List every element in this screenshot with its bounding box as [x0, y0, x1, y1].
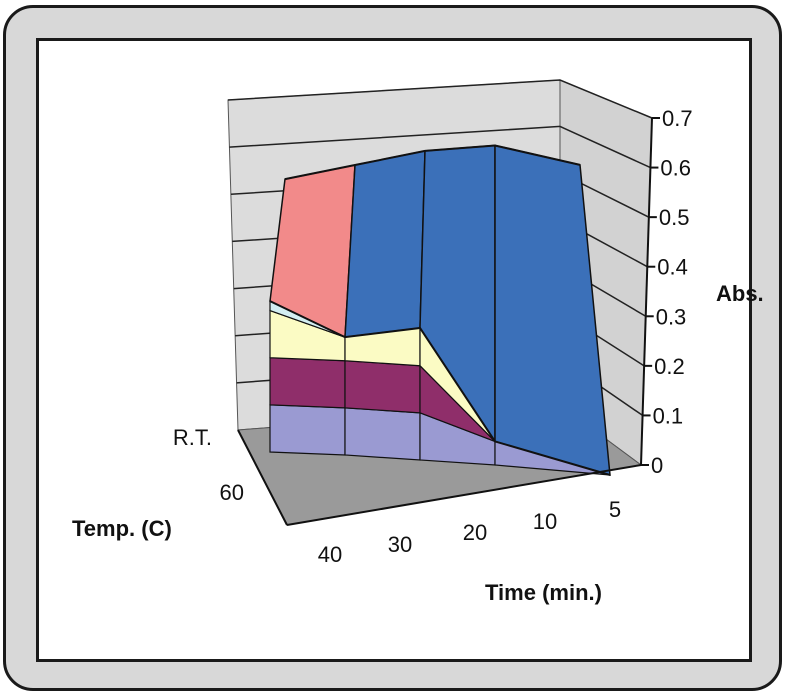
- surface-plot: [269, 144, 611, 477]
- surface-band: [269, 357, 346, 409]
- temp-axis-ticks: R.T. 60: [173, 425, 244, 505]
- time-tick-label: 10: [533, 509, 557, 534]
- gridline: [229, 125, 651, 169]
- axes: [237, 117, 653, 526]
- time-axis-ticks: 40 30 20 10 5: [318, 497, 621, 567]
- temp-axis-line: [237, 429, 288, 526]
- z-tick-label: 0.5: [659, 205, 690, 230]
- surface-cell: [344, 149, 426, 338]
- z-tick-label: 0: [651, 453, 663, 478]
- time-axis-title: Time (min.): [485, 580, 602, 605]
- time-tick-label: 5: [609, 497, 621, 522]
- surface-row-line: [284, 144, 581, 181]
- time-tick-label: 30: [388, 532, 412, 557]
- temp-axis-title: Temp. (C): [72, 516, 172, 541]
- surface-band: [344, 407, 421, 461]
- z-tick-label: 0.4: [657, 255, 688, 280]
- z-axis-ticks: 0 0.1 0.2 0.3 0.4 0.5 0.6 0.7: [641, 106, 693, 478]
- surface-band: [269, 404, 346, 456]
- time-tick-label: 20: [463, 520, 487, 545]
- time-tick-label: 40: [318, 542, 342, 567]
- z-tick-label: 0.2: [654, 354, 685, 379]
- surface-row-line: [269, 300, 611, 476]
- gridline: [227, 79, 653, 119]
- temp-tick-label: 60: [220, 480, 244, 505]
- z-tick-label: 0.7: [662, 106, 693, 131]
- z-axis-line: [640, 117, 653, 466]
- surface-band: [344, 360, 421, 414]
- time-axis-line: [286, 464, 642, 526]
- z-tick-label: 0.3: [656, 304, 687, 329]
- z-axis-title: Abs.: [716, 281, 764, 306]
- z-tick-label: 0.6: [660, 156, 691, 181]
- z-tick-label: 0.1: [653, 403, 684, 428]
- temp-tick-label: R.T.: [173, 425, 212, 450]
